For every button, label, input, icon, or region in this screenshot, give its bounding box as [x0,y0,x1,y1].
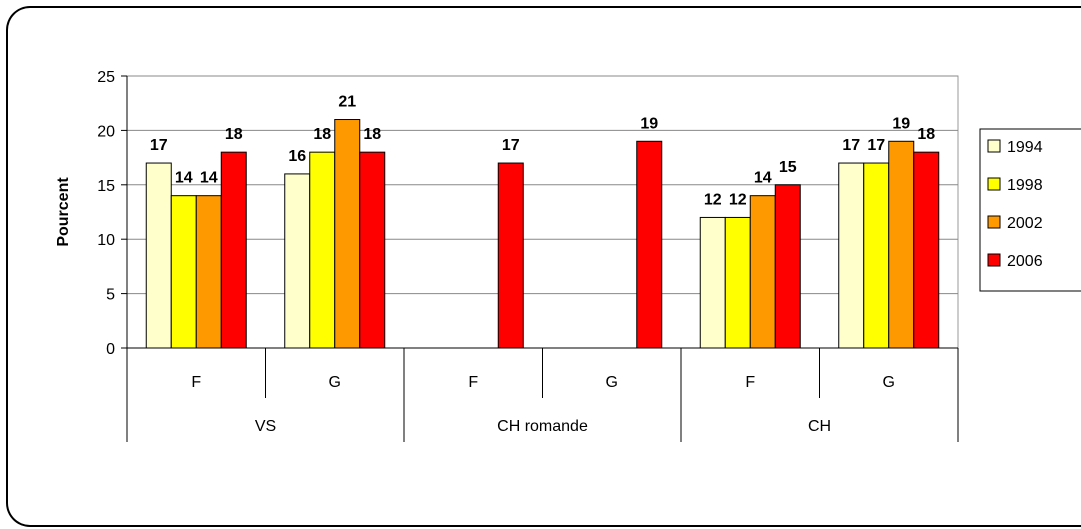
data-label: 17 [842,137,860,154]
bar-vs-g-2006 [359,151,386,349]
y-axis-label: Pourcent [55,177,72,247]
y-tick-label: 20 [97,123,115,140]
plot-area [126,75,959,349]
bar-ch-romande-f-2006 [497,162,524,349]
bar-ch-f-2006 [774,184,801,349]
category-label: G [883,374,895,391]
y-tick-label: 25 [97,69,115,86]
bar-ch-f-1998 [724,216,751,349]
y-tick-label: 0 [106,341,115,358]
legend-swatch-1998 [987,177,1001,191]
category-label: F [745,374,755,391]
bar-ch-g-1994 [838,162,865,349]
legend-label-1994: 1994 [1007,139,1043,156]
data-label: 12 [729,191,747,208]
data-label: 19 [892,115,910,132]
data-label: 18 [225,126,243,143]
bar-ch-romande-g-2006 [636,140,663,349]
legend-label-2002: 2002 [1007,215,1043,232]
bar-vs-f-1998 [170,195,197,349]
y-tick-label: 5 [106,287,115,304]
bar-ch-f-1994 [699,216,726,349]
data-label: 16 [288,148,306,165]
data-label: 14 [754,170,772,187]
bar-vs-f-2006 [220,151,247,349]
group-label: CH [808,418,831,435]
y-tick-label: 10 [97,232,115,249]
category-label: G [606,374,618,391]
data-label: 18 [313,126,331,143]
group-label: VS [255,418,276,435]
bar-vs-g-2002 [334,119,361,349]
category-label: F [191,374,201,391]
legend-swatch-2006 [987,253,1001,267]
bar-ch-g-1998 [863,162,890,349]
data-label: 15 [779,159,797,176]
category-label: F [468,374,478,391]
legend-swatch-2002 [987,215,1001,229]
bar-vs-g-1994 [284,173,311,349]
y-tick-label: 15 [97,178,115,195]
data-label: 19 [640,115,658,132]
data-label: 12 [704,191,722,208]
data-label: 18 [917,126,935,143]
data-label: 18 [363,126,381,143]
category-label: G [329,374,341,391]
bar-ch-g-2006 [913,151,940,349]
data-label: 14 [200,170,218,187]
data-label: 17 [150,137,168,154]
legend-label-2006: 2006 [1007,253,1043,270]
bar-ch-g-2002 [888,140,915,349]
data-label: 17 [502,137,520,154]
bar-ch-f-2002 [749,195,776,349]
data-label: 21 [338,94,356,111]
group-label: CH romande [497,418,588,435]
bar-vs-f-2002 [195,195,222,349]
data-label: 14 [175,170,193,187]
legend-label-1998: 1998 [1007,177,1043,194]
legend-swatch-1994 [987,139,1001,153]
data-label: 17 [867,137,885,154]
bar-vs-g-1998 [309,151,336,349]
bar-vs-f-1994 [145,162,172,349]
